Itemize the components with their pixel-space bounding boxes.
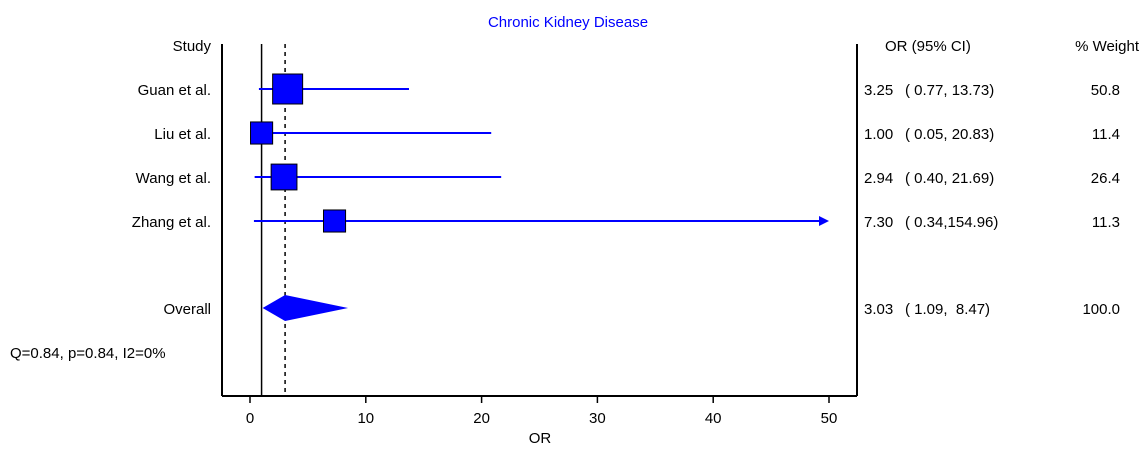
study-ci: ( 0.77, 13.73) <box>905 82 994 99</box>
study-or-marker <box>270 163 298 191</box>
study-or-value: 3.25 <box>864 82 893 99</box>
study-name: Guan et al. <box>138 82 211 99</box>
x-tick-label: 40 <box>705 410 722 427</box>
study-or-marker <box>250 121 274 145</box>
study-weight: 11.4 <box>1092 126 1120 143</box>
overall-label: Overall <box>163 301 211 318</box>
overall-ci: ( 1.09, 8.47) <box>905 301 990 318</box>
x-axis-label: OR <box>529 430 552 447</box>
study-weight: 11.3 <box>1092 214 1120 231</box>
ci-arrowhead <box>819 216 829 226</box>
study-ci: ( 0.05, 20.83) <box>905 126 994 143</box>
study-name: Zhang et al. <box>132 214 211 231</box>
study-ci: ( 0.40, 21.69) <box>905 170 994 187</box>
study-ci: ( 0.34,154.96) <box>905 214 998 231</box>
overall-or-value: 3.03 <box>864 301 893 318</box>
heterogeneity-stats: Q=0.84, p=0.84, I2=0% <box>10 345 166 362</box>
study-column-header: Study <box>173 38 212 55</box>
x-tick-label: 0 <box>246 410 254 427</box>
study-weight: 26.4 <box>1091 170 1120 187</box>
study-weight: 50.8 <box>1091 82 1120 99</box>
study-or-marker <box>272 73 304 105</box>
study-rows: Guan et al. 3.25 ( 0.77, 13.73) 50.8 Liu et … <box>132 73 1120 233</box>
study-or-marker <box>322 209 347 233</box>
x-tick-label: 10 <box>357 410 374 427</box>
overall-diamond <box>262 295 349 321</box>
study-or-value: 2.94 <box>864 170 893 187</box>
x-tick-label: 30 <box>589 410 606 427</box>
x-tick-label: 50 <box>821 410 838 427</box>
chart-title: Chronic Kidney Disease <box>488 14 648 31</box>
study-or-value: 1.00 <box>864 126 893 143</box>
study-or-value: 7.30 <box>864 214 893 231</box>
or-ci-column-header: OR (95% CI) <box>885 38 971 55</box>
overall-weight: 100.0 <box>1082 301 1120 318</box>
x-tick-label: 20 <box>473 410 490 427</box>
x-axis-ticks: 0 10 20 30 40 50 <box>246 396 838 427</box>
study-name: Wang et al. <box>136 170 211 187</box>
weight-column-header: % Weight <box>1075 38 1140 55</box>
study-name: Liu et al. <box>154 126 211 143</box>
